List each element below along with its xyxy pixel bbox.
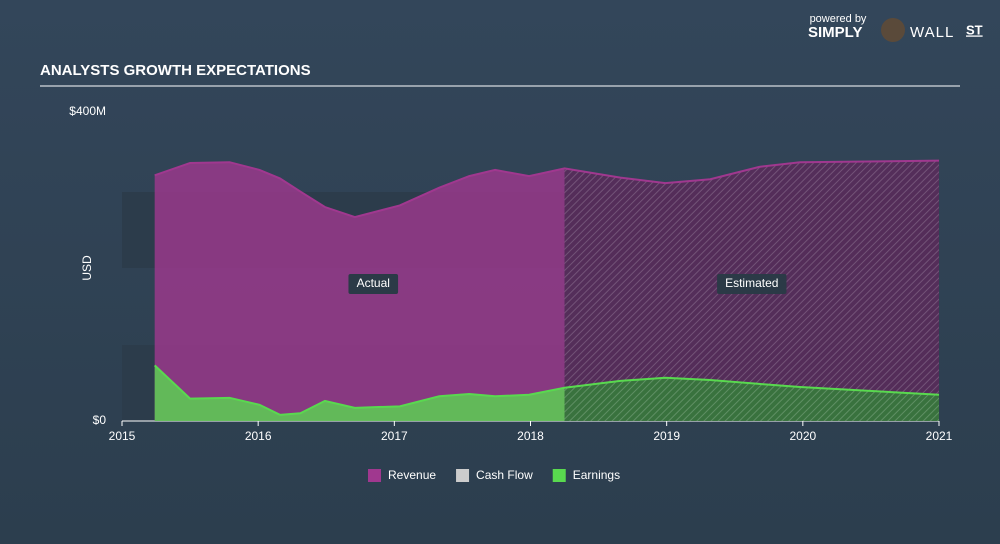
brand-st: ST: [966, 22, 983, 37]
brand-wall: WALL: [910, 24, 954, 41]
x-tick-label: 2018: [517, 429, 544, 443]
y-tick-label: $0: [93, 413, 107, 427]
x-tick-label: 2016: [245, 429, 272, 443]
chart-title: ANALYSTS GROWTH EXPECTATIONS: [40, 62, 311, 79]
legend-swatch: [456, 469, 470, 482]
y-axis-label: USD: [80, 255, 94, 281]
annotation-box: [348, 274, 399, 294]
estimate-hatch: [564, 377, 939, 421]
annotation: Actual: [357, 276, 390, 290]
annotation-box: [717, 274, 787, 294]
legend-label: Revenue: [388, 468, 436, 482]
x-tick-label: 2020: [789, 429, 816, 443]
powered-by: powered by: [810, 13, 867, 25]
y-tick-label: $400M: [69, 104, 106, 118]
legend-swatch: [552, 469, 566, 482]
legend-label: Earnings: [573, 468, 620, 482]
x-tick-label: 2021: [926, 429, 953, 443]
legend-label: Cash Flow: [476, 468, 533, 482]
x-tick-label: 2019: [653, 429, 680, 443]
brand-simply: SIMPLY: [808, 24, 862, 41]
area-line: [154, 159, 940, 219]
annotation: Estimated: [725, 276, 778, 290]
area-line: [153, 364, 940, 416]
x-tick-label: 2015: [109, 429, 136, 443]
x-tick-label: 2017: [381, 429, 408, 443]
logo: [881, 18, 905, 42]
legend-swatch: [368, 469, 381, 482]
